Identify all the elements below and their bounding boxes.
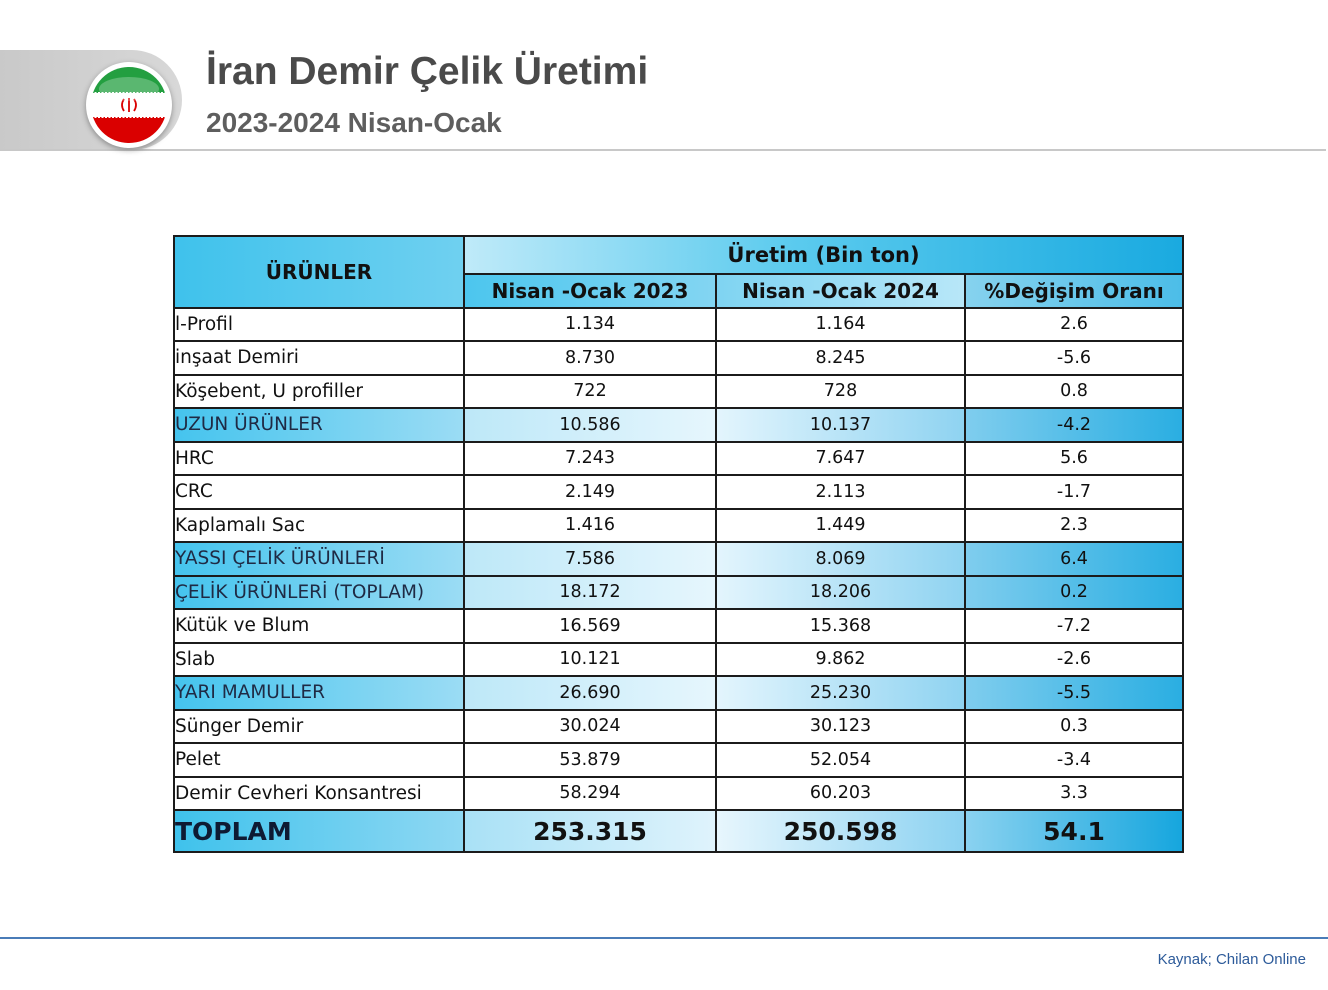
source-note: Kaynak; Chilan Online bbox=[1157, 951, 1306, 968]
table-row: Pelet 53.879 52.054 -3.4 bbox=[173, 742, 1185, 778]
value-2024: 10.137 bbox=[715, 407, 966, 443]
value-2023: 722 bbox=[463, 373, 717, 409]
product-name: YASSI ÇELİK ÜRÜNLERİ bbox=[173, 541, 465, 577]
total-2023: 253.315 bbox=[463, 809, 717, 853]
change-rate: -2.6 bbox=[963, 641, 1185, 677]
total-row: TOPLAM 253.315 250.598 54.1 bbox=[173, 809, 1185, 853]
change-rate: 6.4 bbox=[963, 541, 1185, 577]
product-name: UZUN ÜRÜNLER bbox=[173, 407, 465, 443]
value-2023: 53.879 bbox=[463, 742, 717, 778]
value-2024: 8.069 bbox=[715, 541, 966, 577]
change-rate: 2.6 bbox=[963, 306, 1185, 342]
value-2024: 7.647 bbox=[715, 440, 966, 476]
value-2023: 26.690 bbox=[463, 675, 717, 711]
column-header-2024: Nisan -Ocak 2024 bbox=[715, 273, 966, 309]
value-2024: 1.449 bbox=[715, 507, 966, 543]
value-2024: 728 bbox=[715, 373, 966, 409]
total-label: TOPLAM bbox=[173, 809, 465, 853]
product-name: Kütük ve Blum bbox=[173, 608, 465, 644]
change-rate: -5.5 bbox=[963, 675, 1185, 711]
table-row: HRC 7.243 7.647 5.6 bbox=[173, 440, 1185, 476]
change-rate: 0.2 bbox=[963, 574, 1185, 610]
value-2023: 30.024 bbox=[463, 708, 717, 744]
value-2024: 30.123 bbox=[715, 708, 966, 744]
value-2024: 60.203 bbox=[715, 775, 966, 811]
iran-flag-icon bbox=[91, 67, 167, 143]
column-header-2023: Nisan -Ocak 2023 bbox=[463, 273, 717, 309]
value-2023: 58.294 bbox=[463, 775, 717, 811]
value-2023: 1.416 bbox=[463, 507, 717, 543]
table-subheader-row: Nisan -Ocak 2023 Nisan -Ocak 2024 %Değiş… bbox=[174, 273, 1185, 309]
product-name: l-Profil bbox=[173, 306, 465, 342]
product-name: Slab bbox=[173, 641, 465, 677]
table-row: l-Profil 1.134 1.164 2.6 bbox=[173, 306, 1185, 342]
table-row: Demir Cevheri Konsantresi 58.294 60.203 3.3 bbox=[173, 775, 1185, 811]
change-rate: -3.4 bbox=[963, 742, 1185, 778]
table-header-row: ÜRÜNLER Üretim (Bin ton) bbox=[173, 235, 1185, 309]
page-subtitle: 2023-2024 Nisan-Ocak bbox=[206, 107, 502, 138]
column-header-products: ÜRÜNLER bbox=[173, 235, 465, 309]
table-row: YASSI ÇELİK ÜRÜNLERİ 7.586 8.069 6.4 bbox=[173, 541, 1185, 577]
product-name: ÇELİK ÜRÜNLERİ (TOPLAM) bbox=[173, 574, 465, 610]
table-row: Slab 10.121 9.862 -2.6 bbox=[173, 641, 1185, 677]
header-divider bbox=[0, 149, 1326, 151]
value-2024: 52.054 bbox=[715, 742, 966, 778]
change-rate: -7.2 bbox=[963, 608, 1185, 644]
value-2024: 8.245 bbox=[715, 340, 966, 376]
value-2024: 1.164 bbox=[715, 306, 966, 342]
product-name: inşaat Demiri bbox=[173, 340, 465, 376]
value-2024: 15.368 bbox=[715, 608, 966, 644]
table-row: Köşebent, U profiller 722 728 0.8 bbox=[173, 373, 1185, 409]
product-name: Sünger Demir bbox=[173, 708, 465, 744]
table-row: inşaat Demiri 8.730 8.245 -5.6 bbox=[173, 340, 1185, 376]
value-2023: 7.586 bbox=[463, 541, 717, 577]
table-row: YARI MAMULLER 26.690 25.230 -5.5 bbox=[173, 675, 1185, 711]
value-2023: 18.172 bbox=[463, 574, 717, 610]
flag-badge bbox=[86, 62, 172, 148]
value-2024: 25.230 bbox=[715, 675, 966, 711]
change-rate: 5.6 bbox=[963, 440, 1185, 476]
value-2023: 8.730 bbox=[463, 340, 717, 376]
value-2023: 10.121 bbox=[463, 641, 717, 677]
product-name: Demir Cevheri Konsantresi bbox=[173, 775, 465, 811]
column-group-header: Üretim (Bin ton) bbox=[462, 235, 1185, 275]
table-row: Kaplamalı Sac 1.416 1.449 2.3 bbox=[173, 507, 1185, 543]
value-2024: 9.862 bbox=[715, 641, 966, 677]
value-2023: 16.569 bbox=[463, 608, 717, 644]
page-title: İran Demir Çelik Üretimi bbox=[206, 50, 649, 93]
product-name: YARI MAMULLER bbox=[173, 675, 465, 711]
total-2024: 250.598 bbox=[715, 809, 966, 853]
change-rate: -1.7 bbox=[963, 474, 1185, 510]
product-name: Köşebent, U profiller bbox=[173, 373, 465, 409]
table-row: Sünger Demir 30.024 30.123 0.3 bbox=[173, 708, 1185, 744]
value-2023: 1.134 bbox=[463, 306, 717, 342]
change-rate: 3.3 bbox=[963, 775, 1185, 811]
table-row: CRC 2.149 2.113 -1.7 bbox=[173, 474, 1185, 510]
production-table: ÜRÜNLER Üretim (Bin ton) Nisan -Ocak 202… bbox=[173, 235, 1185, 853]
column-header-change: %Değişim Oranı bbox=[963, 273, 1185, 309]
product-name: Pelet bbox=[173, 742, 465, 778]
footer-divider bbox=[0, 937, 1328, 939]
table-row: ÇELİK ÜRÜNLERİ (TOPLAM) 18.172 18.206 0.2 bbox=[173, 574, 1185, 610]
product-name: CRC bbox=[173, 474, 465, 510]
value-2023: 10.586 bbox=[463, 407, 717, 443]
change-rate: 0.3 bbox=[963, 708, 1185, 744]
value-2023: 2.149 bbox=[463, 474, 717, 510]
change-rate: -5.6 bbox=[963, 340, 1185, 376]
change-rate: -4.2 bbox=[963, 407, 1185, 443]
table-body: l-Profil 1.134 1.164 2.6 inşaat Demiri 8.730 8… bbox=[173, 306, 1185, 811]
value-2023: 7.243 bbox=[463, 440, 717, 476]
value-2024: 2.113 bbox=[715, 474, 966, 510]
product-name: Kaplamalı Sac bbox=[173, 507, 465, 543]
total-change: 54.1 bbox=[963, 809, 1185, 853]
change-rate: 2.3 bbox=[963, 507, 1185, 543]
change-rate: 0.8 bbox=[963, 373, 1185, 409]
table-row: Kütük ve Blum 16.569 15.368 -7.2 bbox=[173, 608, 1185, 644]
table-row: UZUN ÜRÜNLER 10.586 10.137 -4.2 bbox=[173, 407, 1185, 443]
value-2024: 18.206 bbox=[715, 574, 966, 610]
product-name: HRC bbox=[173, 440, 465, 476]
